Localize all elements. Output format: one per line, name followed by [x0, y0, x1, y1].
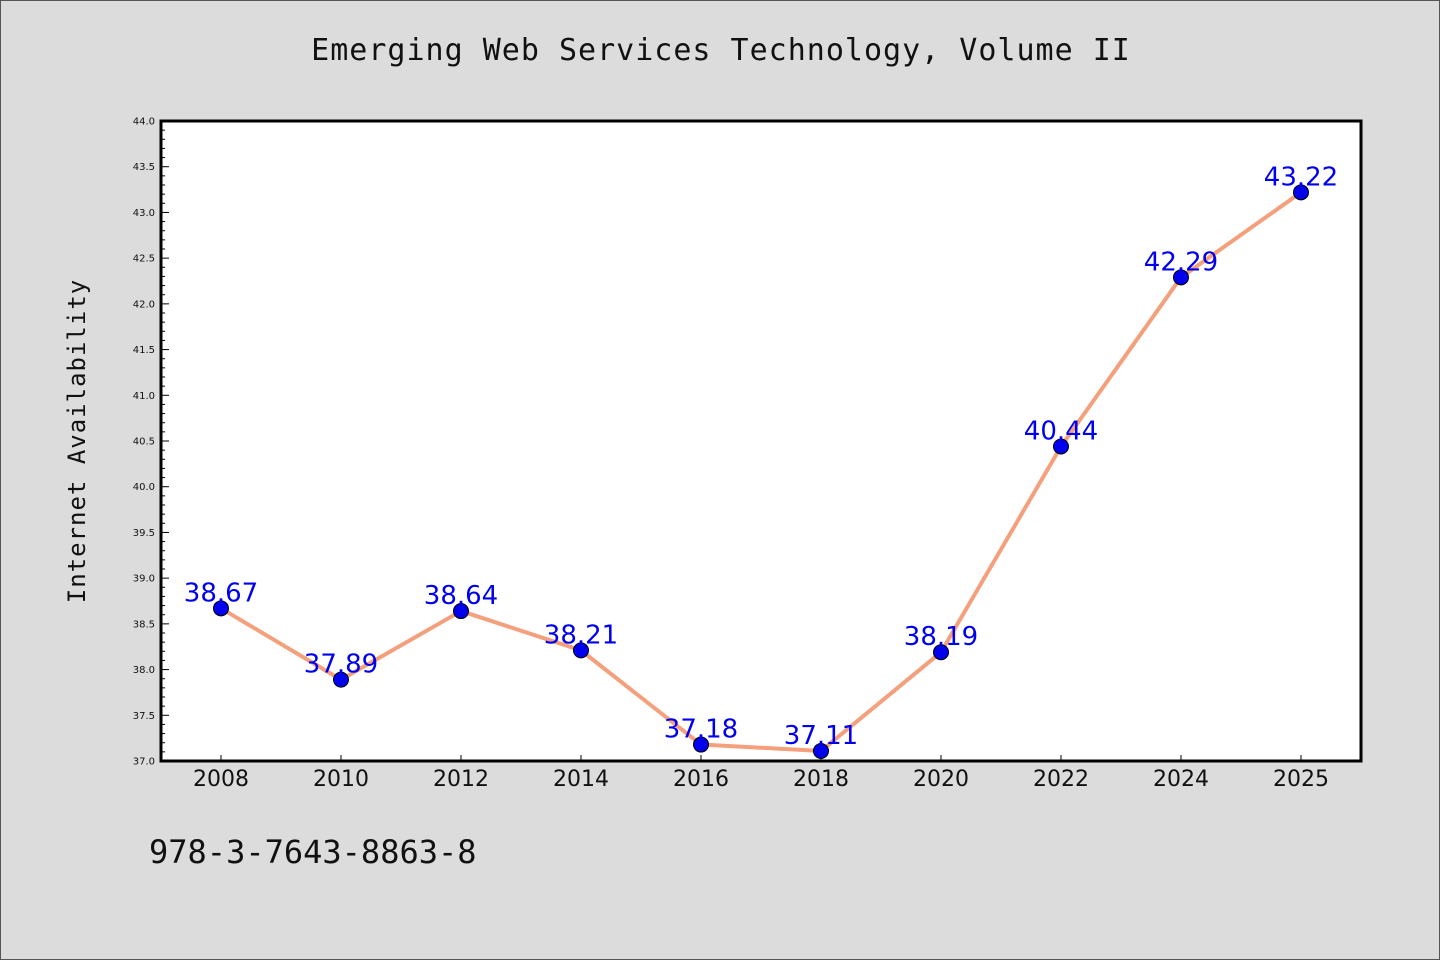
- data-point: [573, 642, 589, 659]
- data-point: [453, 603, 469, 620]
- x-tick-label: 2020: [913, 767, 969, 792]
- x-tick-label: 2025: [1273, 767, 1329, 792]
- y-tick-label: 41.5: [133, 345, 155, 356]
- series-layer: 38.67 37.89 38.64 38.21 37.18 37.11 38.19 40.44…: [184, 162, 1338, 759]
- y-tick-label: 37.5: [133, 711, 155, 722]
- y-tick-label: 38.5: [133, 619, 155, 630]
- data-label: 37.89: [304, 650, 378, 680]
- x-tick-label: 2016: [673, 767, 729, 792]
- chart-title: Emerging Web Services Technology, Volume…: [311, 33, 1131, 68]
- x-tick-label: 2024: [1153, 767, 1209, 792]
- x-tick-label: 2010: [313, 767, 369, 792]
- y-tick-label: 42.5: [133, 254, 155, 265]
- data-label: 42.29: [1144, 247, 1218, 277]
- y-tick-label: 41.0: [133, 391, 155, 402]
- data-label: 38.19: [904, 622, 978, 652]
- y-tick-label: 37.0: [133, 757, 155, 768]
- data-label: 37.11: [784, 721, 858, 751]
- data-point: [1173, 269, 1189, 286]
- x-tick-label: 2022: [1033, 767, 1089, 792]
- isbn-text: 978-3-7643-8863-8: [149, 833, 477, 871]
- x-tick-label: 2012: [433, 767, 489, 792]
- data-point: [933, 644, 949, 661]
- y-tick-label: 42.0: [133, 299, 155, 310]
- y-tick-label: 40.0: [133, 482, 155, 493]
- data-point: [213, 600, 229, 617]
- data-label: 38.67: [184, 578, 258, 608]
- y-tick-label: 39.0: [133, 574, 155, 585]
- y-tick-label: 40.5: [133, 437, 155, 448]
- data-label: 43.22: [1264, 162, 1338, 192]
- data-point: [1293, 184, 1309, 201]
- data-point: [333, 671, 349, 688]
- plot-area: [159, 119, 1363, 763]
- y-tick-label: 44.0: [133, 117, 155, 128]
- x-axis-ticks: 2008 2010 2012 2014 2016 2018 2020 2022 2024 2025: [193, 755, 1329, 792]
- x-tick-label: 2014: [553, 767, 609, 792]
- data-label: 38.64: [424, 581, 498, 611]
- x-tick-label: 2008: [193, 767, 249, 792]
- data-point: [693, 736, 709, 753]
- y-axis-label: Internet Availability: [63, 279, 91, 603]
- data-label: 37.18: [664, 715, 738, 745]
- data-point: [1053, 438, 1069, 455]
- data-label: 40.44: [1024, 416, 1098, 446]
- y-tick-label: 43.5: [133, 162, 155, 173]
- y-axis-ticks: 37.0 37.5 38.0 38.5 39.0 39.5 40.0 40.5 41.0 41.5…: [133, 117, 169, 768]
- series-line: [219, 190, 1303, 753]
- data-point: [813, 742, 829, 759]
- y-tick-label: 39.5: [133, 528, 155, 539]
- y-tick-label: 43.0: [133, 208, 155, 219]
- data-label: 38.21: [544, 620, 618, 650]
- y-tick-label: 38.0: [133, 665, 155, 676]
- x-tick-label: 2018: [793, 767, 849, 792]
